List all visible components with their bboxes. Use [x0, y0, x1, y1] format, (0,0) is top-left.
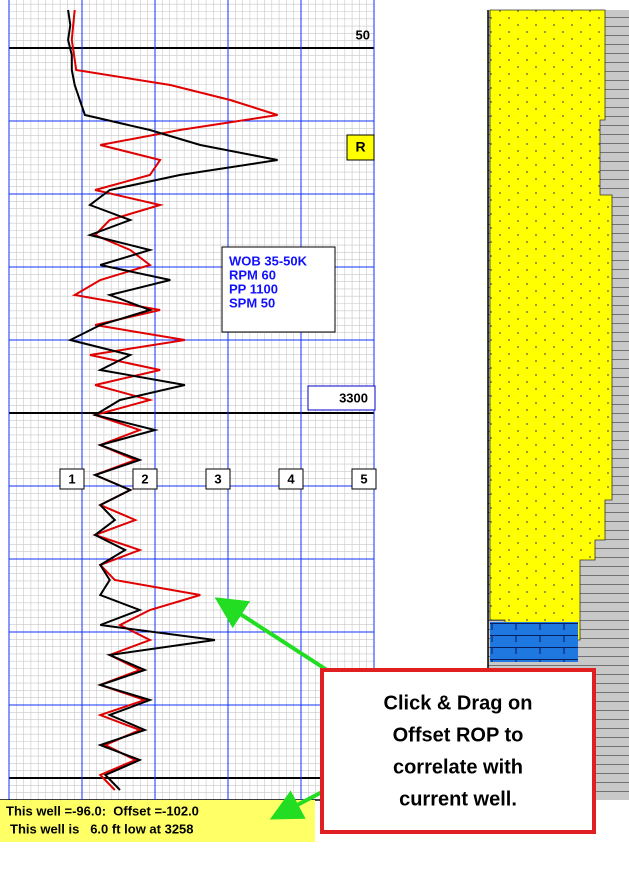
param-line: SPM 50 — [229, 295, 275, 310]
track-label: 1 — [68, 471, 75, 486]
track-label: 5 — [360, 471, 367, 486]
callout-line: Offset ROP to — [393, 724, 524, 746]
flag-label[interactable]: R — [355, 139, 365, 155]
screen: 1 2 3 4 5 50 3300 R WOB 35-50KRPM 60PP 1100S… — [0, 0, 629, 869]
depth-label: 50 — [356, 27, 370, 42]
status-line: This well is 6.0 ft low at 3258 — [10, 821, 194, 836]
param-line: WOB 35-50K — [229, 253, 308, 268]
callout-line: correlate with — [393, 756, 523, 778]
status-line: This well =-96.0: Offset =-102.0 — [6, 803, 199, 818]
offset-rop-curve — [72, 10, 278, 790]
curves — [68, 10, 278, 790]
current-rop-curve — [68, 10, 278, 790]
track-label: 4 — [287, 471, 295, 486]
callout-line: Click & Drag on — [384, 692, 533, 714]
callout-line: current well. — [399, 788, 517, 810]
depth-label: 3300 — [339, 390, 368, 405]
param-line: RPM 60 — [229, 267, 276, 282]
track-label: 3 — [214, 471, 221, 486]
param-line: PP 1100 — [229, 281, 278, 296]
track-label: 2 — [141, 471, 148, 486]
